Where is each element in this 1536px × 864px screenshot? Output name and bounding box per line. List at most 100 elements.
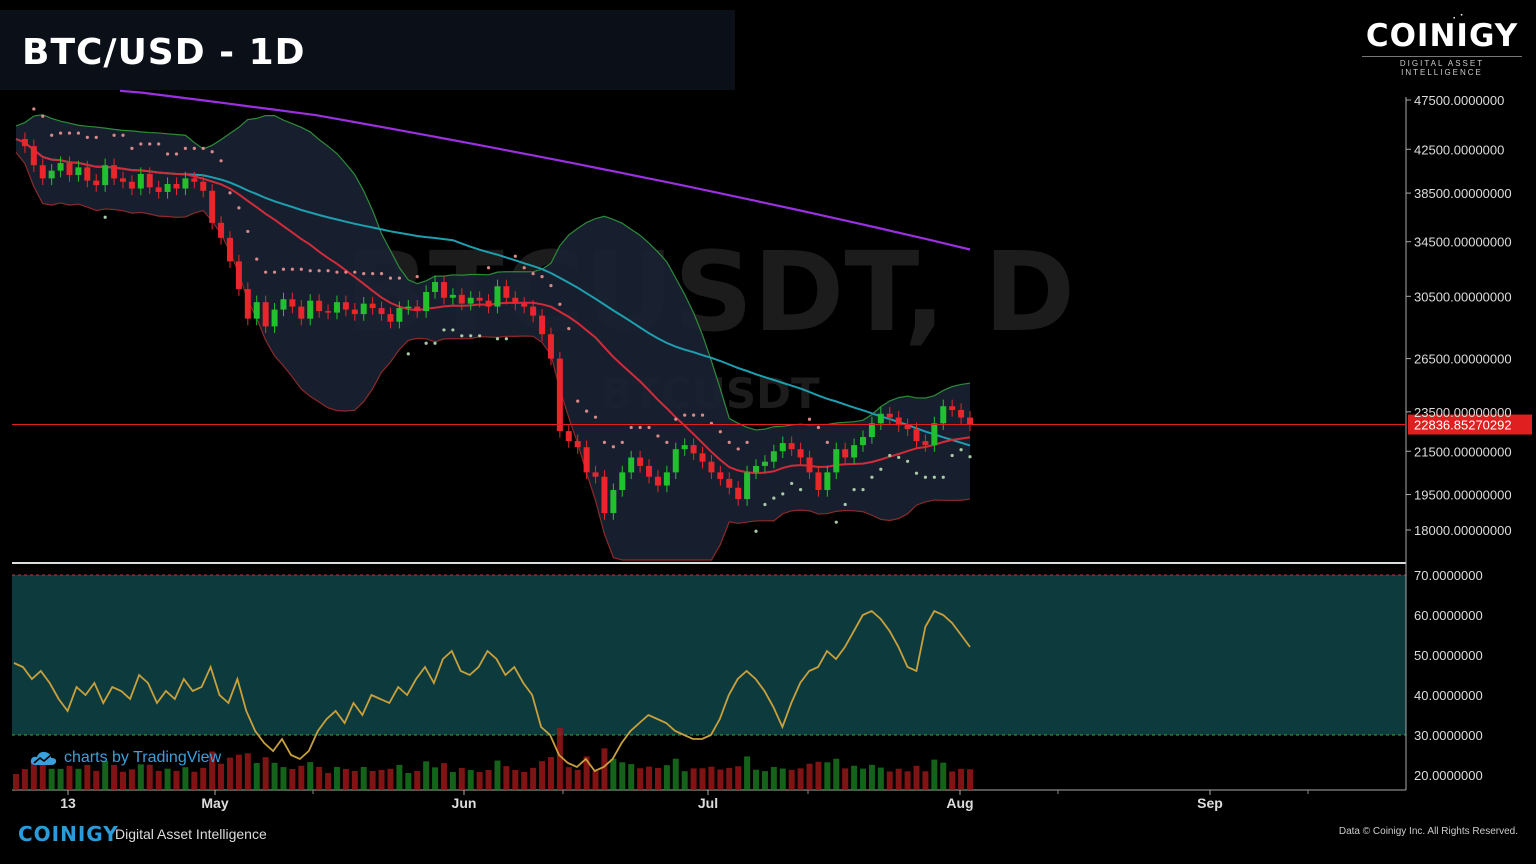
candle-body — [913, 429, 920, 442]
price-tick-label: 21500.00000000 — [1414, 444, 1512, 459]
sar-dot — [255, 257, 259, 261]
sar-dot — [397, 276, 401, 280]
sar-dot — [495, 337, 500, 341]
sar-dot — [620, 440, 624, 444]
candle-body — [440, 282, 447, 298]
volume-bar — [512, 770, 519, 790]
sar-dot — [745, 440, 749, 444]
sar-dot — [772, 496, 776, 500]
candle-body — [316, 300, 323, 312]
brand-name: COINIGY — [1365, 18, 1519, 54]
volume-bar — [815, 761, 822, 790]
candle-body — [351, 309, 358, 315]
candle-body — [84, 167, 91, 181]
volume-bar — [556, 728, 563, 790]
volume-bar — [530, 767, 537, 790]
candle-body — [735, 487, 742, 500]
volume-bar — [333, 767, 340, 790]
candle-body — [137, 173, 144, 189]
volume-bar — [770, 767, 777, 790]
volume-bar — [13, 774, 19, 790]
volume-bar — [958, 768, 965, 790]
candle-body — [851, 445, 858, 458]
volume-bar — [137, 764, 144, 790]
sar-dot — [888, 453, 892, 458]
sar-dot — [76, 131, 81, 135]
sar-dot — [816, 425, 821, 430]
volume-bar — [690, 768, 697, 790]
candle-body — [931, 423, 938, 446]
candle-body — [307, 300, 314, 319]
candle-body — [173, 183, 180, 189]
volume-bar — [521, 771, 528, 790]
sar-dot — [219, 159, 223, 163]
candle-body — [244, 289, 251, 319]
candle-body — [860, 437, 867, 446]
sar-dot — [41, 114, 45, 118]
volume-bar — [806, 763, 813, 790]
sar-dot — [531, 272, 535, 276]
sar-dot — [130, 146, 134, 150]
candle-body — [342, 302, 349, 310]
x-tick-label: 13 — [60, 795, 76, 811]
volume-bar — [699, 768, 706, 790]
rsi-tick-label: 60.0000000 — [1414, 608, 1483, 623]
sar-dot — [281, 267, 286, 271]
sar-dot — [148, 142, 152, 146]
candle-body — [547, 334, 554, 359]
sar-dot — [486, 266, 491, 270]
sar-dot — [959, 448, 963, 452]
volume-bar — [39, 764, 46, 790]
tradingview-badge[interactable]: charts by TradingView — [30, 749, 221, 767]
volume-bar — [432, 767, 439, 790]
bollinger-lower-line — [15, 152, 971, 561]
candle-body — [601, 476, 608, 514]
volume-bar — [191, 771, 198, 790]
sar-dot — [317, 269, 321, 273]
sar-dot — [388, 276, 393, 280]
volume-bar — [637, 768, 644, 790]
price-tick-label: 30500.00000000 — [1414, 289, 1512, 304]
candle-body — [726, 478, 733, 488]
candle-body — [699, 453, 706, 462]
volume-bar — [717, 769, 724, 790]
volume-bar — [592, 771, 599, 790]
candle-body — [628, 457, 635, 473]
sar-dot — [121, 133, 125, 137]
sar-dot — [914, 471, 919, 475]
volume-bar — [414, 770, 421, 790]
sar-dot — [905, 459, 910, 463]
sar-dot — [692, 413, 696, 417]
candle-body — [298, 306, 305, 319]
candle-body — [833, 449, 840, 473]
candle-body — [235, 261, 242, 290]
sar-dot — [165, 152, 170, 156]
sar-dot — [210, 150, 214, 154]
sar-dot — [576, 399, 580, 403]
volume-bar — [761, 771, 768, 790]
volume-bar — [119, 771, 126, 790]
candle-body — [218, 222, 225, 238]
volume-bar — [601, 748, 608, 790]
sar-dot — [629, 425, 633, 430]
chart-title: BTC/USD - 1D — [22, 32, 306, 73]
sar-dot — [611, 445, 615, 449]
volume-bar — [298, 765, 305, 790]
sar-dot — [335, 270, 339, 274]
sar-dot — [201, 146, 205, 150]
candle-body — [280, 299, 287, 310]
candle-body — [753, 465, 760, 473]
sar-dot — [647, 425, 651, 430]
candle-body — [922, 441, 929, 446]
volume-bar — [405, 772, 412, 790]
volume-bar — [922, 771, 929, 790]
sar-dot — [754, 529, 758, 533]
volume-bar — [440, 763, 447, 790]
candle-body — [414, 306, 421, 312]
candle-body — [423, 291, 430, 312]
volume-bar — [476, 772, 483, 790]
sar-dot — [807, 417, 812, 421]
candle-body — [119, 178, 126, 182]
volume-bar — [494, 760, 501, 790]
